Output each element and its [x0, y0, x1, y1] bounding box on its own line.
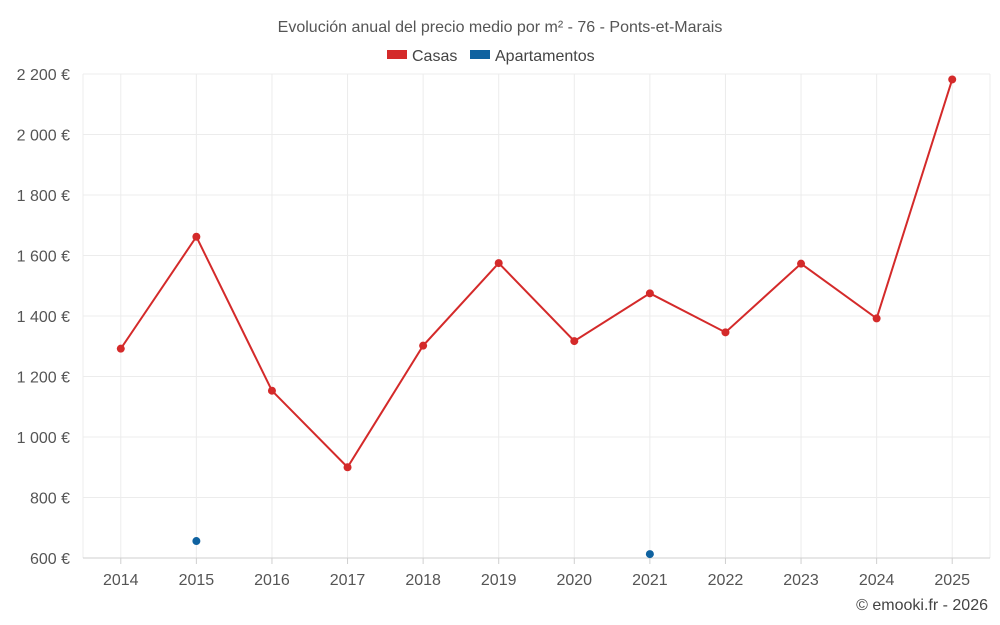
data-point-apartamentos-2021[interactable] — [645, 550, 654, 559]
legend-swatch-apartamentos — [470, 50, 490, 59]
data-point-casas-2017[interactable] — [343, 463, 352, 472]
x-tick-label: 2021 — [632, 572, 668, 589]
x-tick-label: 2018 — [405, 572, 441, 589]
data-point-casas-2021[interactable] — [645, 289, 654, 298]
data-point-casas-2019[interactable] — [494, 259, 503, 268]
data-point-casas-2023[interactable] — [797, 259, 806, 268]
data-point-casas-2016[interactable] — [267, 386, 276, 395]
y-tick-label: 2 200 € — [17, 67, 70, 84]
chart-title: Evolución anual del precio medio por m² … — [278, 19, 723, 36]
data-point-casas-2015[interactable] — [192, 232, 201, 241]
y-tick-label: 1 600 € — [17, 249, 70, 266]
legend-item-casas[interactable]: Casas — [387, 48, 457, 65]
series — [116, 75, 957, 559]
x-tick-label: 2019 — [481, 572, 517, 589]
data-point-casas-2020[interactable] — [570, 337, 579, 346]
data-point-casas-2025[interactable] — [948, 75, 957, 84]
y-tick-label: 2 000 € — [17, 128, 70, 145]
data-point-apartamentos-2015[interactable] — [192, 537, 201, 546]
y-tick-label: 1 200 € — [17, 370, 70, 387]
y-tick-label: 1 000 € — [17, 430, 70, 447]
data-point-casas-2022[interactable] — [721, 328, 730, 337]
x-tick-label: 2015 — [179, 572, 215, 589]
credit: © emooki.fr - 2026 — [856, 597, 988, 614]
y-tick-label: 800 € — [30, 491, 70, 508]
x-tick-label: 2023 — [783, 572, 819, 589]
x-axis: 2014 2015 2016 2017 2018 2019 2020 2021 2022 2023… — [83, 557, 990, 589]
legend-item-apartamentos[interactable]: Apartamentos — [470, 48, 595, 65]
legend-swatch-casas — [387, 50, 407, 59]
x-tick-label: 2017 — [330, 572, 366, 589]
data-point-casas-2024[interactable] — [872, 314, 881, 323]
legend-label-apartamentos: Apartamentos — [495, 48, 595, 65]
data-point-casas-2018[interactable] — [419, 341, 428, 350]
legend-label-casas: Casas — [412, 48, 457, 65]
x-tick-label: 2025 — [934, 572, 970, 589]
x-tick-label: 2020 — [556, 572, 592, 589]
data-point-casas-2014[interactable] — [116, 344, 125, 353]
x-tick-label: 2024 — [859, 572, 895, 589]
legend: Casas Apartamentos — [387, 48, 595, 65]
y-tick-label: 1 800 € — [17, 188, 70, 205]
x-tick-label: 2022 — [708, 572, 744, 589]
y-tick-label: 1 400 € — [17, 309, 70, 326]
y-tick-label: 600 € — [30, 551, 70, 568]
grid — [82, 73, 991, 558]
series-line-casas — [119, 79, 954, 469]
x-tick-label: 2014 — [103, 572, 139, 589]
x-tick-label: 2016 — [254, 572, 290, 589]
y-axis: 600 € 800 € 1 000 € 1 200 € 1 400 € 1 600 € 1 … — [17, 67, 70, 568]
